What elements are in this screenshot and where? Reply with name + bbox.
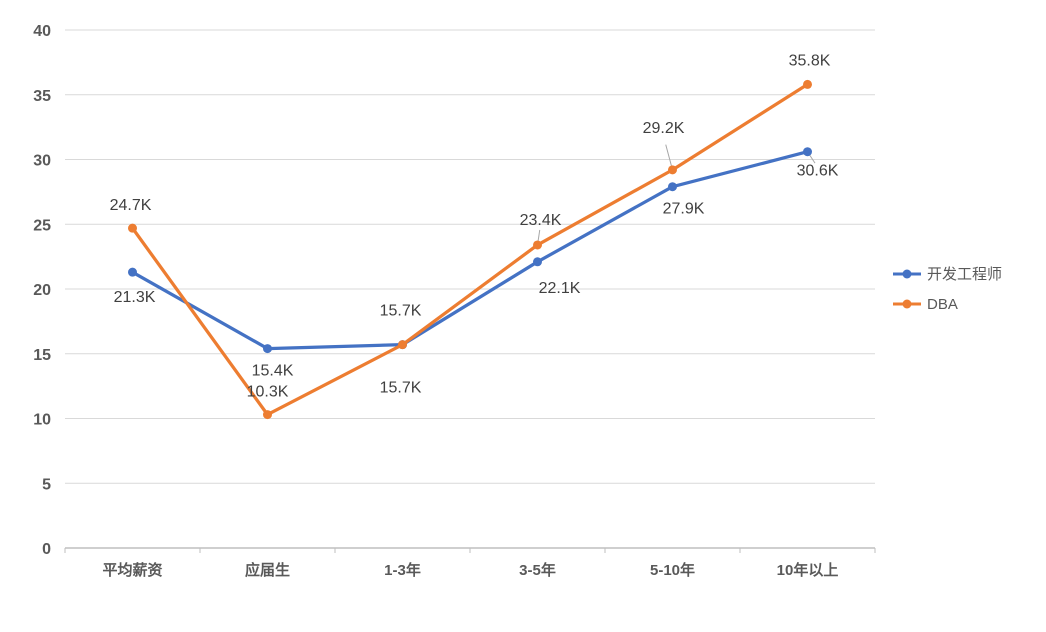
series-0-data-label: 22.1K [539,280,581,297]
series-0-data-label: 21.3K [114,289,156,306]
series-1-data-label: 15.7K [380,303,422,320]
series-1-data-label: 29.2K [643,120,685,137]
legend-label: DBA [927,296,958,313]
series-0-data-label: 27.9K [663,201,705,218]
series-0-data-point [803,147,812,157]
y-tick-label: 40 [33,23,51,40]
y-tick-label: 20 [33,282,51,299]
y-tick-label: 10 [33,412,51,429]
series-0-data-label: 15.4K [252,363,294,380]
series-0-data-point [533,257,542,267]
series-1-data-label: 24.7K [110,197,152,214]
legend: 开发工程师 DBA [893,266,1002,313]
series-1-data-label: 23.4K [520,212,562,229]
series-1-data-point [668,165,677,175]
x-category-label: 3-5年 [519,561,556,579]
series-1-line [130,82,810,417]
legend-item-1: DBA [893,296,958,313]
series-0-data-label: 30.6K [797,163,839,180]
series-1-data-point [263,410,272,420]
y-tick-label: 15 [33,347,51,364]
y-tick-label: 35 [33,88,51,105]
legend-item-0: 开发工程师 [893,266,1002,283]
series-1-data-point [533,240,542,250]
series-1-data-point [398,340,407,350]
series-0-data-point [668,182,677,192]
x-category-label: 10年以上 [777,561,839,579]
series-1-data-label: 35.8K [789,52,831,69]
legend-label: 开发工程师 [927,266,1002,283]
x-category-label: 平均薪资 [102,561,162,579]
series-0-data-label: 15.7K [380,380,422,397]
y-tick-label: 25 [33,217,51,234]
x-category-label: 5-10年 [650,561,695,579]
series-1-data-point [803,79,812,89]
legend-dot-marker [902,299,912,309]
series-0-line [130,150,810,351]
series-1-data-label: 10.3K [247,384,289,401]
series-0-data-point [263,344,272,354]
series-0-data-point [128,267,137,277]
y-tick-label: 0 [42,541,51,558]
x-category-label: 应届生 [245,561,290,579]
series-1-data-point [128,223,137,233]
x-category-label: 1-3年 [384,561,421,579]
y-tick-label: 30 [33,153,51,170]
legend-dot-marker [902,269,912,279]
y-tick-label: 5 [42,476,51,493]
